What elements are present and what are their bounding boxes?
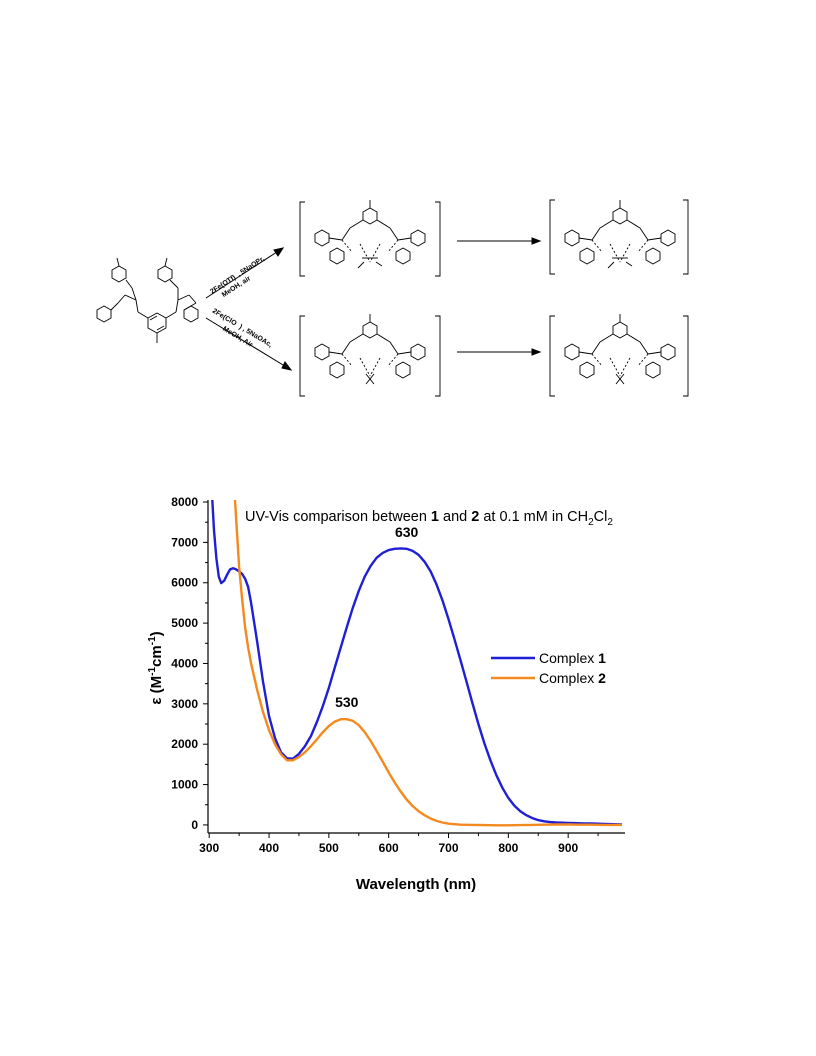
y-tick-label: 4000 xyxy=(171,656,198,670)
legend-label: Complex 2 xyxy=(539,670,606,686)
x-tick-label: 700 xyxy=(438,841,458,855)
legend-label: Complex 1 xyxy=(539,650,606,666)
x-axis-title: Wavelength (nm) xyxy=(356,876,476,893)
complex-structure-bottom-left xyxy=(299,314,441,397)
y-axis-title: ε (M-1cm-1) xyxy=(147,631,165,704)
x-tick-label: 400 xyxy=(259,841,279,855)
series-line-complex-2 xyxy=(233,500,622,827)
y-tick-label: 3000 xyxy=(171,697,198,711)
complex-structure-bottom-right xyxy=(549,314,689,397)
starting-ligand-structure xyxy=(96,257,199,343)
peak-label: 530 xyxy=(335,694,359,710)
y-tick-label: 5000 xyxy=(171,616,198,630)
x-tick-label: 800 xyxy=(498,841,518,855)
y-tick-label: 2000 xyxy=(171,737,198,751)
chart-axes: 300 400 500 600 700 800 900 0 1000 2000 3000 4000 50… xyxy=(171,495,625,855)
peak-label: 630 xyxy=(395,524,419,540)
y-tick-label: 8000 xyxy=(171,495,198,509)
reaction-scheme: 2Fe(OTf) , 5NaOPr, MeOH, air 2Fe(ClO ) ,… xyxy=(96,199,689,397)
complex-structure-top-left xyxy=(299,200,441,277)
series-line-complex-1 xyxy=(211,500,623,826)
reaction-arrows xyxy=(205,237,542,371)
y-tick-label: 7000 xyxy=(171,535,198,549)
x-tick-label: 300 xyxy=(199,841,219,855)
x-tick-label: 600 xyxy=(379,841,399,855)
y-tick-label: 1000 xyxy=(171,778,198,792)
chart-series xyxy=(211,500,623,827)
x-tick-label: 900 xyxy=(558,841,578,855)
chart-legend: Complex 1 Complex 2 xyxy=(491,650,606,686)
complex-structure-top-right xyxy=(549,199,689,275)
y-tick-label: 0 xyxy=(191,818,198,832)
chart-title: UV-Vis comparison between 1 and 2 at 0.1… xyxy=(245,509,613,528)
x-tick-label: 500 xyxy=(319,841,339,855)
y-tick-label: 6000 xyxy=(171,576,198,590)
peak-annotations: 630 530 xyxy=(335,524,418,710)
